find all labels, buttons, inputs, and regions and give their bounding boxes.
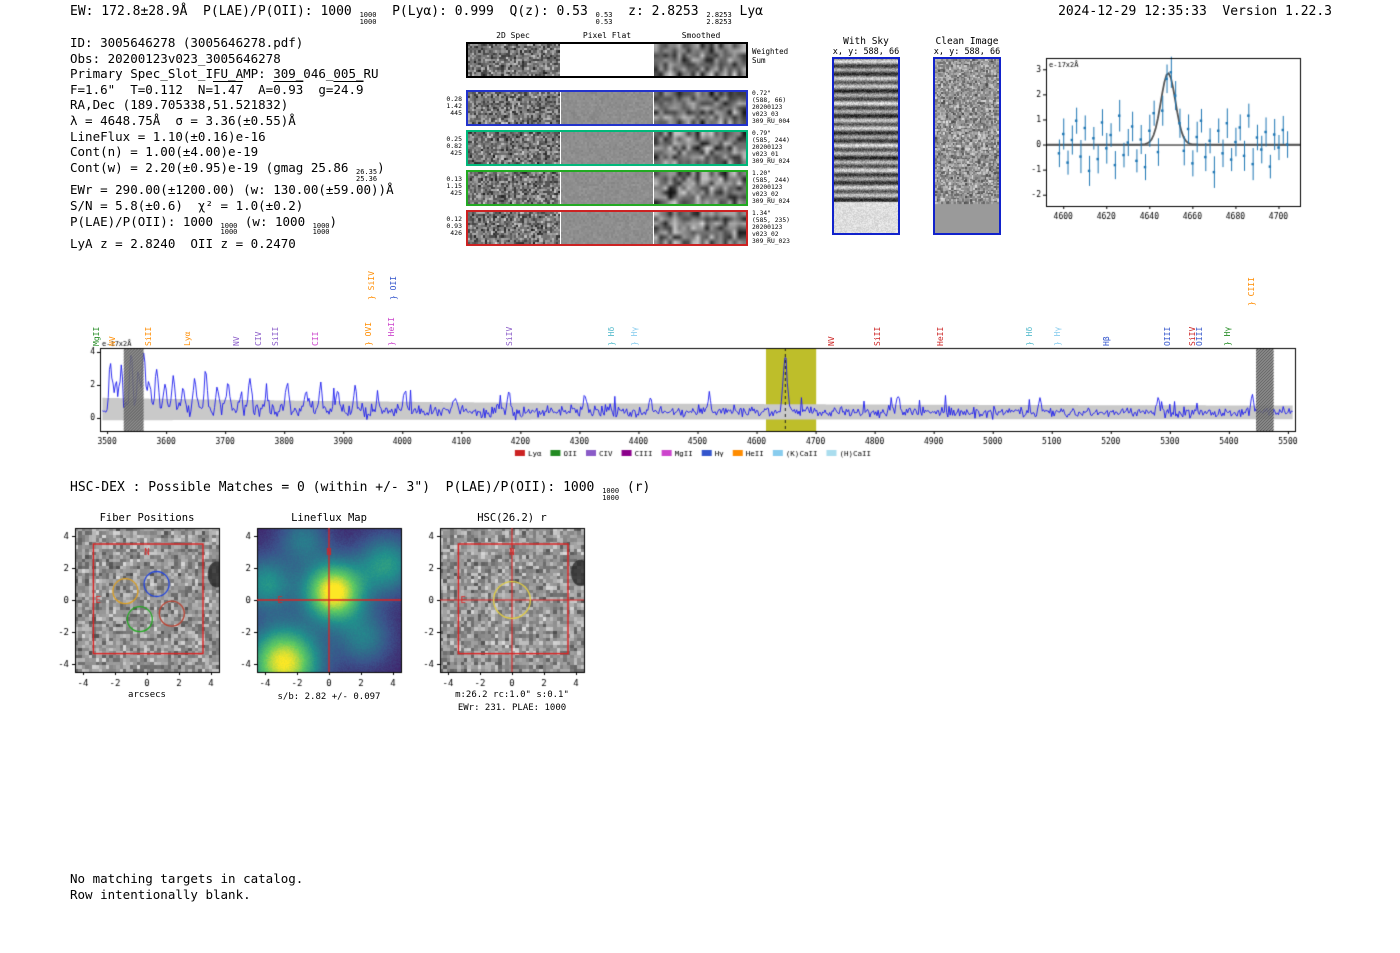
footer-notes: No matching targets in catalog. Row inte… [70, 871, 303, 902]
spectral-line-label: SiIV [505, 326, 514, 346]
cutout-row-annotation: 1.34" (585, 235) 20200123 v023_02 309_RU_023 [752, 210, 790, 245]
header-summary: EW: 172.8±28.9Å P(LAE)/P(OII): 1000 1000… [70, 4, 763, 26]
footer-line-2: Row intentionally blank. [70, 886, 251, 902]
spectral-line-label: } Hδ [606, 326, 616, 346]
spectral-line-label: OIII [1194, 326, 1204, 346]
spectral-line-label: NV [107, 336, 117, 346]
cutout-row-scale-labels: 0.28 1.42 445 [446, 95, 462, 118]
cutout-2dspec-image [468, 132, 560, 164]
line-fit-chart [1016, 50, 1308, 232]
spectral-line-label: SiII [270, 326, 280, 346]
spectral-line-label: } SiIV [366, 271, 376, 300]
cutout-pixelflat-image [561, 132, 653, 164]
cutout-smoothed-image [654, 212, 746, 244]
info-line: λ = 4648.75Å σ = 3.36(±0.55)Å [70, 112, 296, 128]
cutout-2d-row [466, 170, 748, 206]
spectral-line-label: } OVI [364, 321, 374, 346]
cutout-2dspec-image [468, 92, 560, 124]
with-sky-coords: x, y: 588, 66 [832, 47, 900, 57]
lineflux-map-image [226, 524, 408, 689]
lineflux-caption: s/b: 2.82 +/- 0.097 [277, 692, 381, 702]
spectral-line-label: OIII [1162, 326, 1172, 346]
info-line: RA,Dec (189.705338,51.521832) [70, 97, 289, 113]
info-line: S/N = 5.8(±0.6) χ² = 1.0(±0.2) [70, 197, 304, 213]
cutout-2dspec-image [468, 172, 560, 204]
spectral-line-label: } Hγ [1052, 326, 1062, 346]
clean-image-title: Clean Image [935, 36, 999, 47]
fiber-xlabel: arcsecs [128, 690, 166, 700]
clean-image [933, 57, 1001, 235]
col-header-pixelflat: Pixel Flat [582, 31, 632, 40]
spectral-line-label: } Hγ [630, 326, 640, 346]
hsc-caption-magnitude: m:26.2 rc:1.0" s:0.1" [455, 690, 569, 700]
cutout-smoothed-image [654, 92, 746, 124]
cutout-smoothed-image [654, 132, 746, 164]
lineflux-map-title: Lineflux Map [291, 512, 367, 524]
cutout-row-scale-labels: 0.13 1.15 425 [446, 175, 462, 198]
cutout-2d-row [466, 210, 748, 246]
info-line: LineFlux = 1.10(±0.16)e-16 [70, 128, 266, 144]
fiber-positions-image [44, 524, 226, 689]
info-line: Cont(w) = 2.20(±0.95)e-19 (gmag 25.86 26… [70, 159, 385, 183]
detection-info-block: ID: 3005646278 (3005646278.pdf) Obs: 2020… [70, 35, 394, 252]
cutout-pixelflat-image [561, 92, 653, 124]
cutout-pixelflat-image [561, 172, 653, 204]
cutout-2dspec-image [468, 44, 560, 76]
hsc-cutout-image [409, 524, 591, 689]
hsc-cutout-title: HSC(26.2) r [477, 512, 547, 524]
hsc-dex-match-line: HSC-DEX : Possible Matches = 0 (within +… [70, 480, 651, 502]
cutout-2d-row [466, 130, 748, 166]
spectral-line-label: Hβ [1101, 336, 1111, 346]
full-spectrum-chart [58, 338, 1320, 466]
spectral-line-label: SiII [144, 326, 154, 346]
header-timestamp-version: 2024-12-29 12:35:33 Version 1.22.3 [1058, 4, 1332, 19]
cutout-pixelflat-image [561, 212, 653, 244]
info-line: Cont(n) = 1.00(±4.00)e-19 [70, 144, 259, 160]
spectral-line-label: CII [310, 331, 320, 346]
spectral-line-label: } CIII [1246, 277, 1256, 306]
spectral-line-label: CIV [254, 331, 264, 346]
spectral-line-label: Lyα [182, 331, 192, 346]
weighted-sum-label: Weighted Sum [752, 47, 789, 65]
info-line: F=1.6" T=0.112 N=1.47 A=0.93 g=24.9 [70, 81, 364, 97]
cutout-row-scale-labels: 0.12 0.93 426 [446, 215, 462, 238]
info-line: Primary Spec_Slot_IFU_AMP: 309_046_005_R… [70, 66, 379, 82]
info-line: EWr = 290.00(±1200.00) (w: 130.00(±59.00… [70, 182, 394, 198]
hsc-caption-ewr-plae: EWr: 231. PLAE: 1000 [457, 703, 567, 713]
cutout-2d-row [466, 42, 748, 78]
spectral-line-label: } Hδ [1024, 326, 1034, 346]
spectral-line-label: NV [231, 336, 241, 346]
cutout-2d-row [466, 90, 748, 126]
spectral-line-label: } HeII [386, 317, 396, 346]
cutout-smoothed-image [654, 44, 746, 76]
cutout-smoothed-image [654, 172, 746, 204]
info-line: Obs: 20200123v023_3005646278 [70, 50, 281, 66]
info-line: P(LAE)/P(OII): 1000 1000 1000 (w: 1000 10… [70, 213, 338, 237]
cutout-row-scale-labels: 0.25 0.82 425 [446, 135, 462, 158]
cutout-row-annotation: 1.20" (585, 244) 20200123 v023_02 309_RU_024 [752, 170, 790, 205]
spectral-line-label: } OII [388, 275, 398, 300]
spectral-line-label: MgII [92, 326, 102, 346]
fiber-positions-title: Fiber Positions [99, 512, 195, 524]
col-header-2dspec: 2D Spec [496, 31, 530, 40]
cutout-row-annotation: 0.72" (588, 66) 20200123 v023_03 309_RU_004 [752, 90, 790, 125]
spectral-line-label: NV [827, 336, 837, 346]
cutout-row-annotation: 0.79" (585, 244) 20200123 v023_01 309_RU_024 [752, 130, 790, 165]
spectral-line-label: SiII [873, 326, 883, 346]
clean-image-coords: x, y: 588, 66 [933, 47, 1001, 57]
col-header-smoothed: Smoothed [681, 31, 721, 40]
with-sky-title: With Sky [843, 36, 889, 47]
footer-line-1: No matching targets in catalog. [70, 871, 304, 886]
spectral-line-label: } Hγ [1222, 326, 1232, 346]
with-sky-image [832, 57, 900, 235]
cutout-pixelflat-image [561, 44, 653, 76]
cutout-2dspec-image [468, 212, 560, 244]
info-line: ID: 3005646278 (3005646278.pdf) [70, 35, 304, 50]
info-line: LyA z = 2.8240 OII z = 0.2470 [70, 236, 296, 252]
spectral-line-label: HeII [936, 326, 946, 346]
